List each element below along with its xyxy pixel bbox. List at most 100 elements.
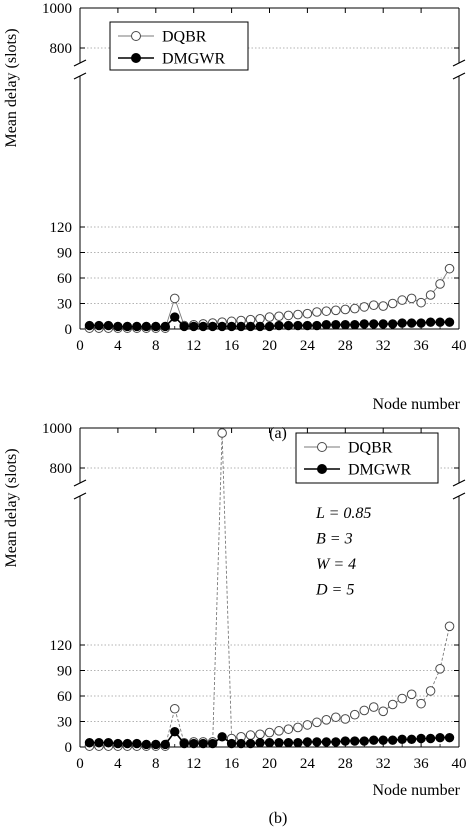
data-point-dmgwr bbox=[425, 317, 436, 327]
data-point-dqbr bbox=[245, 730, 256, 740]
data-point-dmgwr bbox=[387, 735, 398, 745]
data-point-dmgwr bbox=[141, 739, 152, 750]
data-point-dmgwr bbox=[103, 320, 114, 331]
x-tick-label: 32 bbox=[376, 756, 391, 772]
x-axis-label: Node number bbox=[372, 396, 460, 413]
right-axis-break-mark bbox=[452, 59, 466, 67]
data-point-dmgwr bbox=[198, 738, 208, 749]
x-tick-label: 36 bbox=[414, 338, 430, 354]
x-tick-label: 24 bbox=[300, 338, 316, 354]
data-point-dmgwr bbox=[132, 321, 142, 332]
data-point-dmgwr bbox=[369, 735, 379, 745]
data-point-dmgwr bbox=[302, 737, 313, 747]
data-point-dmgwr bbox=[369, 319, 379, 329]
data-point-dmgwr bbox=[245, 738, 256, 749]
data-point-dmgwr bbox=[160, 321, 170, 332]
data-point-dmgwr bbox=[387, 319, 398, 329]
data-point-dmgwr bbox=[312, 737, 322, 747]
y-tick-label: 1000 bbox=[42, 421, 72, 437]
right-axis-break-mark bbox=[452, 479, 466, 487]
y-tick-label: 0 bbox=[65, 740, 73, 756]
y-tick-label: 60 bbox=[57, 689, 72, 705]
data-point-dqbr bbox=[425, 686, 436, 696]
y-tick-label: 0 bbox=[65, 322, 73, 338]
legend-marker bbox=[317, 464, 327, 474]
data-point-dqbr bbox=[264, 727, 275, 738]
data-point-dqbr bbox=[387, 699, 398, 710]
data-point-dqbr bbox=[274, 311, 284, 322]
left-axis-break-mark bbox=[73, 479, 87, 487]
data-point-dmgwr bbox=[435, 317, 445, 327]
annotation-text: B = 3 bbox=[316, 531, 353, 548]
data-point-dqbr bbox=[349, 709, 360, 720]
data-point-dmgwr bbox=[312, 320, 322, 331]
x-tick-label: 8 bbox=[152, 338, 160, 354]
data-point-dqbr bbox=[312, 307, 322, 317]
legend-label-dmgwr: DMGWR bbox=[162, 51, 225, 68]
chart-panel-b: 0 4 8 12 16 20 24 28 32 36 40 0 30 60 90 120 800 1000 Node… bbox=[3, 421, 467, 827]
x-tick-label: 24 bbox=[300, 756, 316, 772]
data-point-dqbr bbox=[331, 305, 341, 316]
data-point-dqbr bbox=[274, 726, 284, 736]
data-point-dmgwr bbox=[160, 739, 170, 750]
x-tick-label: 36 bbox=[414, 756, 430, 772]
data-point-dqbr bbox=[217, 428, 227, 438]
data-point-dqbr bbox=[368, 300, 379, 311]
data-point-dqbr bbox=[378, 301, 389, 311]
x-tick-label: 20 bbox=[262, 338, 277, 354]
x-tick-label: 4 bbox=[114, 756, 122, 772]
y-tick-label: 1000 bbox=[42, 1, 72, 17]
data-point-dqbr bbox=[264, 312, 275, 322]
data-point-dmgwr bbox=[293, 320, 303, 331]
x-tick-label: 12 bbox=[186, 756, 201, 772]
data-point-dqbr bbox=[435, 279, 445, 289]
data-point-dmgwr bbox=[264, 321, 275, 332]
data-point-dmgwr bbox=[245, 321, 256, 332]
data-point-dmgwr bbox=[264, 738, 275, 748]
data-point-dqbr bbox=[397, 693, 407, 704]
data-point-dqbr bbox=[293, 309, 303, 320]
data-point-dqbr bbox=[378, 706, 389, 717]
data-point-dmgwr bbox=[321, 320, 332, 330]
x-tick-label: 28 bbox=[338, 338, 353, 354]
legend-marker bbox=[317, 442, 327, 452]
data-point-dmgwr bbox=[331, 737, 341, 747]
x-tick-label: 16 bbox=[224, 756, 240, 772]
data-point-dmgwr bbox=[255, 738, 265, 748]
data-point-dmgwr bbox=[113, 321, 123, 332]
data-point-dqbr bbox=[340, 714, 351, 724]
annotation-text: L = 0.85 bbox=[315, 505, 371, 522]
data-point-dmgwr bbox=[425, 733, 436, 744]
data-point-dmgwr bbox=[84, 320, 95, 331]
data-point-dmgwr bbox=[416, 733, 426, 744]
x-tick-label: 40 bbox=[452, 338, 467, 354]
y-axis-label: Mean delay (slots) bbox=[3, 28, 20, 147]
x-tick-label: 20 bbox=[262, 756, 277, 772]
data-point-dmgwr bbox=[217, 321, 227, 332]
y-tick-label: 120 bbox=[50, 220, 73, 236]
data-point-dmgwr bbox=[113, 738, 123, 749]
data-point-dqbr bbox=[283, 724, 294, 734]
data-point-dqbr bbox=[359, 302, 370, 312]
data-point-dqbr bbox=[312, 717, 322, 728]
left-axis-break-mark bbox=[73, 492, 87, 500]
y-tick-label: 120 bbox=[50, 638, 73, 654]
data-point-dmgwr bbox=[283, 738, 294, 748]
data-point-dmgwr bbox=[255, 321, 265, 332]
data-point-dmgwr bbox=[321, 737, 332, 747]
data-point-dqbr bbox=[416, 698, 426, 709]
data-point-dqbr bbox=[340, 304, 351, 315]
data-point-dmgwr bbox=[444, 732, 455, 743]
data-point-dmgwr bbox=[340, 736, 351, 746]
figure-caption: (a) bbox=[269, 425, 287, 442]
legend-marker bbox=[131, 53, 141, 63]
x-tick-label: 16 bbox=[224, 338, 240, 354]
data-point-dmgwr bbox=[444, 317, 455, 327]
data-point-dmgwr bbox=[103, 738, 114, 748]
right-axis-break-mark bbox=[452, 72, 466, 80]
annotation-text: D = 5 bbox=[315, 582, 354, 599]
data-point-dmgwr bbox=[283, 320, 294, 331]
data-point-dmgwr bbox=[274, 320, 284, 331]
data-point-dmgwr bbox=[122, 321, 133, 332]
